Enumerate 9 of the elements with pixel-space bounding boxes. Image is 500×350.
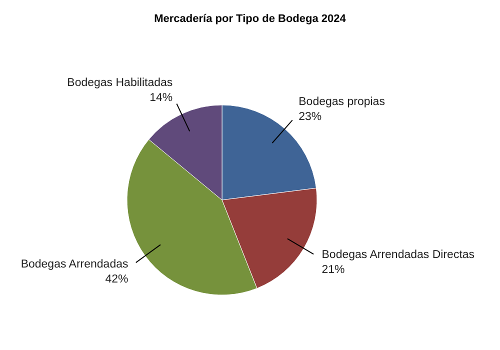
slice-label: Bodegas propias bbox=[298, 96, 386, 108]
slice-label: Bodegas Habilitadas bbox=[67, 76, 173, 89]
slice-label: Bodegas Arrendadas Directas bbox=[322, 248, 475, 261]
chart-title: Mercadería por Tipo de Bodega 2024 bbox=[154, 13, 347, 25]
slice-label: Bodegas Arrendadas bbox=[20, 258, 128, 270]
data-label: 14% bbox=[150, 92, 173, 104]
data-label: 21% bbox=[322, 264, 345, 276]
data-label: 23% bbox=[298, 110, 322, 123]
data-label: 42% bbox=[105, 273, 128, 286]
